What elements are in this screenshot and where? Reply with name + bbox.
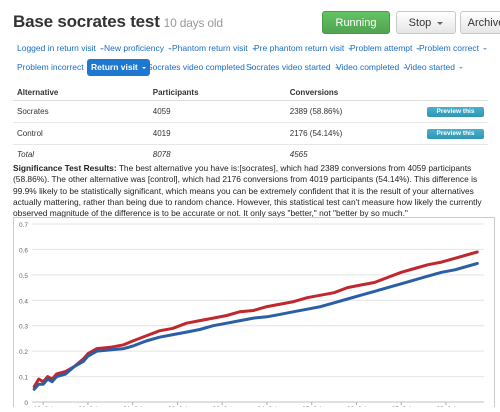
caret-down-icon <box>458 66 463 69</box>
tab-socrates-video-completed[interactable]: Socrates video completed <box>143 59 257 76</box>
x-tick-label: 19. Jul <box>34 406 54 407</box>
y-tick-label: 0.6 <box>19 247 28 254</box>
tab-video-started[interactable]: Video started <box>401 59 467 76</box>
stop-label: Stop <box>408 17 432 29</box>
archive-button[interactable]: Archive <box>460 11 500 34</box>
tab-label: Video started <box>405 62 455 72</box>
y-tick-label: 0.2 <box>19 349 28 356</box>
x-tick-label: 21. Jul <box>123 406 143 407</box>
table-header-row: Alternative Participants Conversions <box>13 85 488 101</box>
running-button[interactable]: Running <box>322 11 390 34</box>
caret-down-icon <box>416 47 421 50</box>
tab-socrates-video-started[interactable]: Socrates video started <box>242 59 343 76</box>
archive-label: Archive <box>467 17 500 29</box>
tab-return-visit[interactable]: Return visit <box>87 59 150 76</box>
conversion-chart: 0 0.1 0.2 0.3 0.4 0.5 0.6 0.7 19. Jul 20. Jul 21. … <box>13 217 495 412</box>
x-tick-label: 22. Jul <box>168 406 188 407</box>
tab-label: Video completed <box>336 62 400 72</box>
stop-dropdown-button[interactable]: Stop <box>396 11 456 34</box>
x-tick-label: 24. Jul <box>257 406 277 407</box>
tab-label: Socrates video started <box>246 62 331 72</box>
caret-down-icon <box>99 47 104 50</box>
caret-down-icon <box>348 47 353 50</box>
total-participants: 8078 <box>148 144 286 163</box>
tab-label: Socrates video completed <box>147 62 245 72</box>
y-tick-label: 0.5 <box>19 273 28 280</box>
total-empty <box>423 144 488 163</box>
tab-logged-in-return-visit[interactable]: Logged in return visit <box>13 40 108 57</box>
tab-label: Pre phantom return visit <box>254 43 345 53</box>
x-tick-label: 27. Jul <box>392 406 412 407</box>
tab-label: Problem attempt <box>350 43 413 53</box>
total-label: Total <box>13 144 149 163</box>
significance-body: The best alternative you have is:[socrat… <box>13 163 482 219</box>
results-table: Alternative Participants Conversions Soc… <box>13 85 488 163</box>
tab-label: New proficiency <box>104 43 164 53</box>
y-tick-label: 0.1 <box>19 375 28 382</box>
caret-down-icon <box>403 66 408 69</box>
x-tick-label: 25. Jul <box>302 406 322 407</box>
tab-new-proficiency[interactable]: New proficiency <box>100 40 176 57</box>
experiment-name: Base socrates test <box>13 12 160 31</box>
tab-label: Problem incorrect <box>17 62 84 72</box>
caret-down-icon <box>437 21 444 25</box>
column-header-actions <box>423 85 488 101</box>
caret-down-icon <box>334 66 339 69</box>
experiment-age: 10 days old <box>163 16 223 30</box>
tab-label: Phantom return visit <box>172 43 248 53</box>
tab-label: Return visit <box>91 62 138 72</box>
tab-phantom-return-visit[interactable]: Phantom return visit <box>168 40 260 57</box>
table-total-row: Total 8078 4565 <box>13 144 488 163</box>
participants-count: 4059 <box>148 100 286 123</box>
action-cell: Preview this <box>423 122 488 145</box>
experiment-header: Base socrates test 10 days old Running St… <box>13 10 500 38</box>
preview-button[interactable]: Preview this <box>427 107 484 117</box>
series-line-1 <box>32 261 479 391</box>
tab-problem-attempt[interactable]: Problem attempt <box>346 40 424 57</box>
caret-down-icon <box>141 66 146 69</box>
y-tick-label: 0 <box>24 400 28 407</box>
y-tick-label: 0.7 <box>19 222 28 229</box>
x-tick-label: 23. Jul <box>213 406 233 407</box>
tab-problem-incorrect[interactable]: Problem incorrect <box>13 59 96 76</box>
conversion-chart-svg: 0 0.1 0.2 0.3 0.4 0.5 0.6 0.7 19. Jul 20. Jul 21. … <box>19 222 484 412</box>
column-header-alternative: Alternative <box>13 85 149 101</box>
experiment-title: Base socrates test 10 days old <box>13 12 223 32</box>
alternative-name: Socrates <box>13 100 149 123</box>
x-tick-label: 20. Jul <box>78 406 98 407</box>
x-tick-label: 28. Jul <box>436 406 456 407</box>
caret-down-icon <box>248 66 253 69</box>
action-cell: Preview this <box>423 100 488 123</box>
significance-results: Significance Test Results: The best alte… <box>13 163 491 219</box>
participants-count: 4019 <box>148 122 286 145</box>
alternative-name: Control <box>13 122 149 145</box>
x-tick-label: 26. Jul <box>347 406 367 407</box>
tab-label: Logged in return visit <box>17 43 96 53</box>
tab-problem-correct[interactable]: Problem correct <box>415 40 491 57</box>
y-tick-label: 0.3 <box>19 324 28 331</box>
preview-button[interactable]: Preview this <box>427 129 484 139</box>
significance-heading: Significance Test Results: <box>13 163 117 173</box>
tab-pre-phantom-return-visit[interactable]: Pre phantom return visit <box>250 40 356 57</box>
table-row: Socrates 4059 2389 (58.86%) Preview this <box>13 100 488 123</box>
table-row: Control 4019 2176 (54.14%) Preview this <box>13 122 488 145</box>
running-label: Running <box>335 17 377 29</box>
column-header-participants: Participants <box>148 85 286 101</box>
caret-down-icon <box>168 47 172 50</box>
total-conversions: 4565 <box>285 144 423 163</box>
conversions-count: 2176 (54.14%) <box>285 122 423 145</box>
conversions-count: 2389 (58.86%) <box>285 100 423 123</box>
caret-down-icon <box>483 47 487 50</box>
y-tick-label: 0.4 <box>19 298 28 305</box>
tab-label: Problem correct <box>419 43 479 53</box>
column-header-conversions: Conversions <box>285 85 423 101</box>
tab-video-completed[interactable]: Video completed <box>332 59 411 76</box>
caret-down-icon <box>251 47 256 50</box>
